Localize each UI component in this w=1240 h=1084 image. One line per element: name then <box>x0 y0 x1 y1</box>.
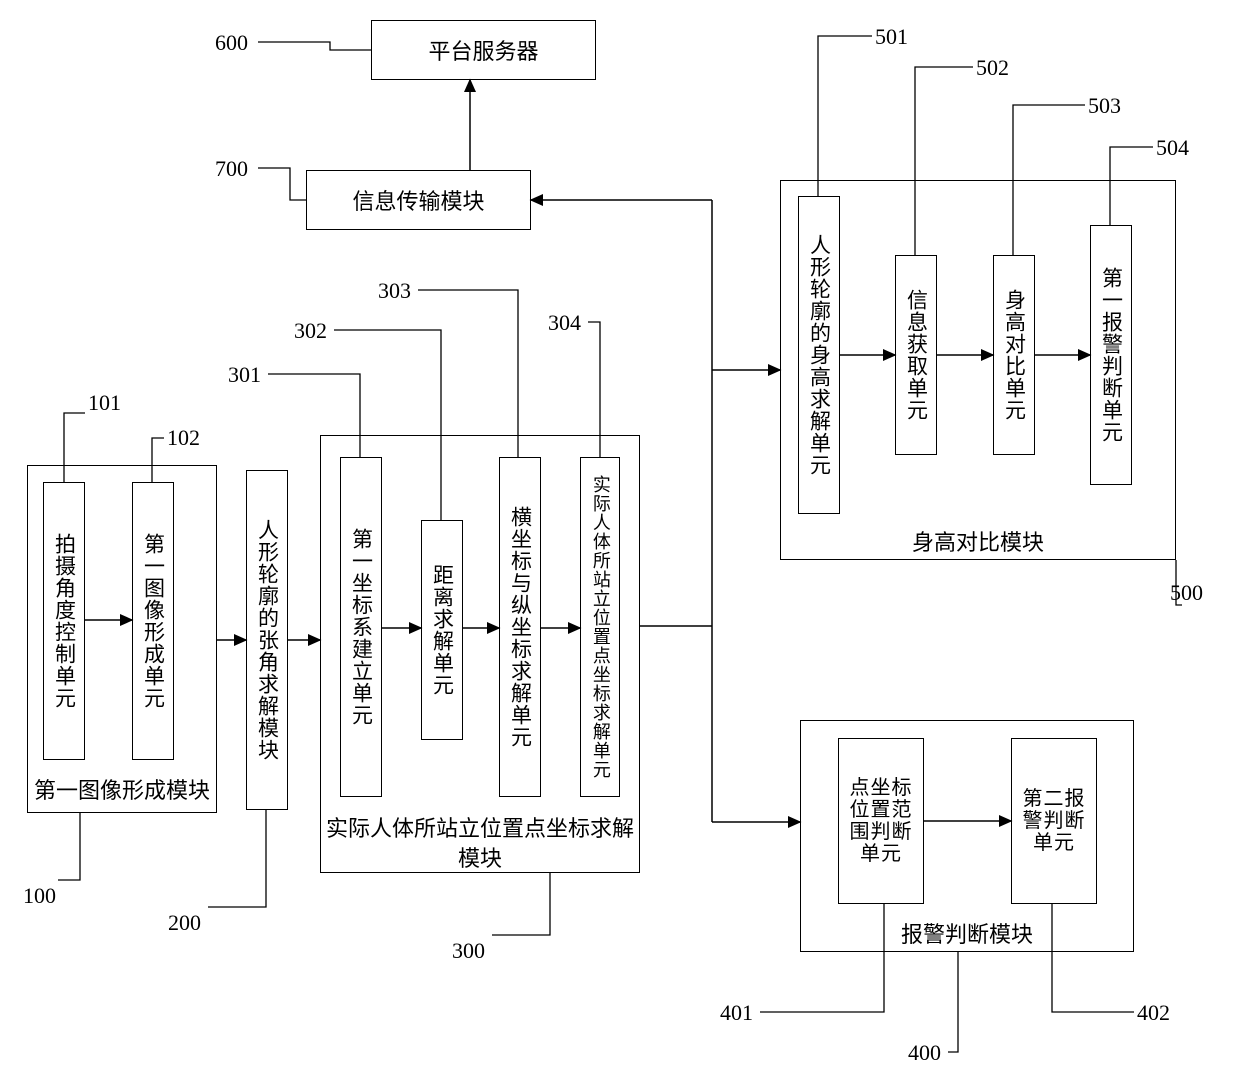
platform-server-box: 平台服务器 <box>371 20 596 80</box>
module-300-label: 实际人体所站立位置点坐标求解模块 <box>326 814 634 873</box>
unit-302-text: 距离求解单元 <box>430 564 453 696</box>
unit-504-box: 第一报警判断单元 <box>1090 225 1132 485</box>
ref-502: 502 <box>976 55 1009 81</box>
ref-504: 504 <box>1156 135 1189 161</box>
ref-101: 101 <box>88 390 121 416</box>
unit-304-text: 实际人体所站立位置点坐标求解单元 <box>590 475 610 779</box>
ref-402: 402 <box>1137 1000 1170 1026</box>
ref-401: 401 <box>720 1000 753 1026</box>
info-transfer-box: 信息传输模块 <box>306 170 531 230</box>
ref-303: 303 <box>378 278 411 304</box>
ref-700: 700 <box>215 156 248 182</box>
unit-101-text: 拍摄角度控制单元 <box>52 533 75 709</box>
ref-600: 600 <box>215 30 248 56</box>
unit-102-text: 第一图像形成单元 <box>141 533 164 709</box>
unit-401-box: 点坐标位置范围判断单元 <box>838 738 924 904</box>
unit-301-text: 第一坐标系建立单元 <box>349 528 372 726</box>
unit-401-text: 点坐标位置范围判断单元 <box>841 777 921 865</box>
unit-503-box: 身高对比单元 <box>993 255 1035 455</box>
module-400-label: 报警判断模块 <box>804 920 1130 950</box>
unit-102-box: 第一图像形成单元 <box>132 482 174 760</box>
ref-500: 500 <box>1170 580 1203 606</box>
ref-302: 302 <box>294 318 327 344</box>
platform-server-label: 平台服务器 <box>428 34 538 66</box>
unit-303-text: 横坐标与纵坐标求解单元 <box>508 506 531 748</box>
unit-502-text: 信息获取单元 <box>904 289 927 421</box>
ref-200: 200 <box>168 910 201 936</box>
unit-504-text: 第一报警判断单元 <box>1099 267 1122 443</box>
unit-503-text: 身高对比单元 <box>1002 289 1025 421</box>
ref-100: 100 <box>23 883 56 909</box>
unit-302-box: 距离求解单元 <box>421 520 463 740</box>
unit-301-box: 第一坐标系建立单元 <box>340 457 382 797</box>
ref-304: 304 <box>548 310 581 336</box>
unit-502-box: 信息获取单元 <box>895 255 937 455</box>
unit-304-box: 实际人体所站立位置点坐标求解单元 <box>580 457 620 797</box>
unit-501-box: 人形轮廓的身高求解单元 <box>798 196 840 514</box>
ref-503: 503 <box>1088 93 1121 119</box>
unit-501-text: 人形轮廓的身高求解单元 <box>807 234 830 476</box>
unit-402-text: 第二报警判断单元 <box>1014 788 1094 854</box>
unit-402-box: 第二报警判断单元 <box>1011 738 1097 904</box>
ref-301: 301 <box>228 362 261 388</box>
unit-101-box: 拍摄角度控制单元 <box>43 482 85 760</box>
unit-303-box: 横坐标与纵坐标求解单元 <box>499 457 541 797</box>
module-500-label: 身高对比模块 <box>784 528 1172 558</box>
ref-102: 102 <box>167 425 200 451</box>
module-200-text: 人形轮廓的张角求解模块 <box>255 519 278 761</box>
module-200-box: 人形轮廓的张角求解模块 <box>246 470 288 810</box>
ref-400: 400 <box>908 1040 941 1066</box>
ref-300: 300 <box>452 938 485 964</box>
info-transfer-label: 信息传输模块 <box>352 184 484 216</box>
ref-501: 501 <box>875 24 908 50</box>
module-100-label: 第一图像形成模块 <box>30 776 214 806</box>
